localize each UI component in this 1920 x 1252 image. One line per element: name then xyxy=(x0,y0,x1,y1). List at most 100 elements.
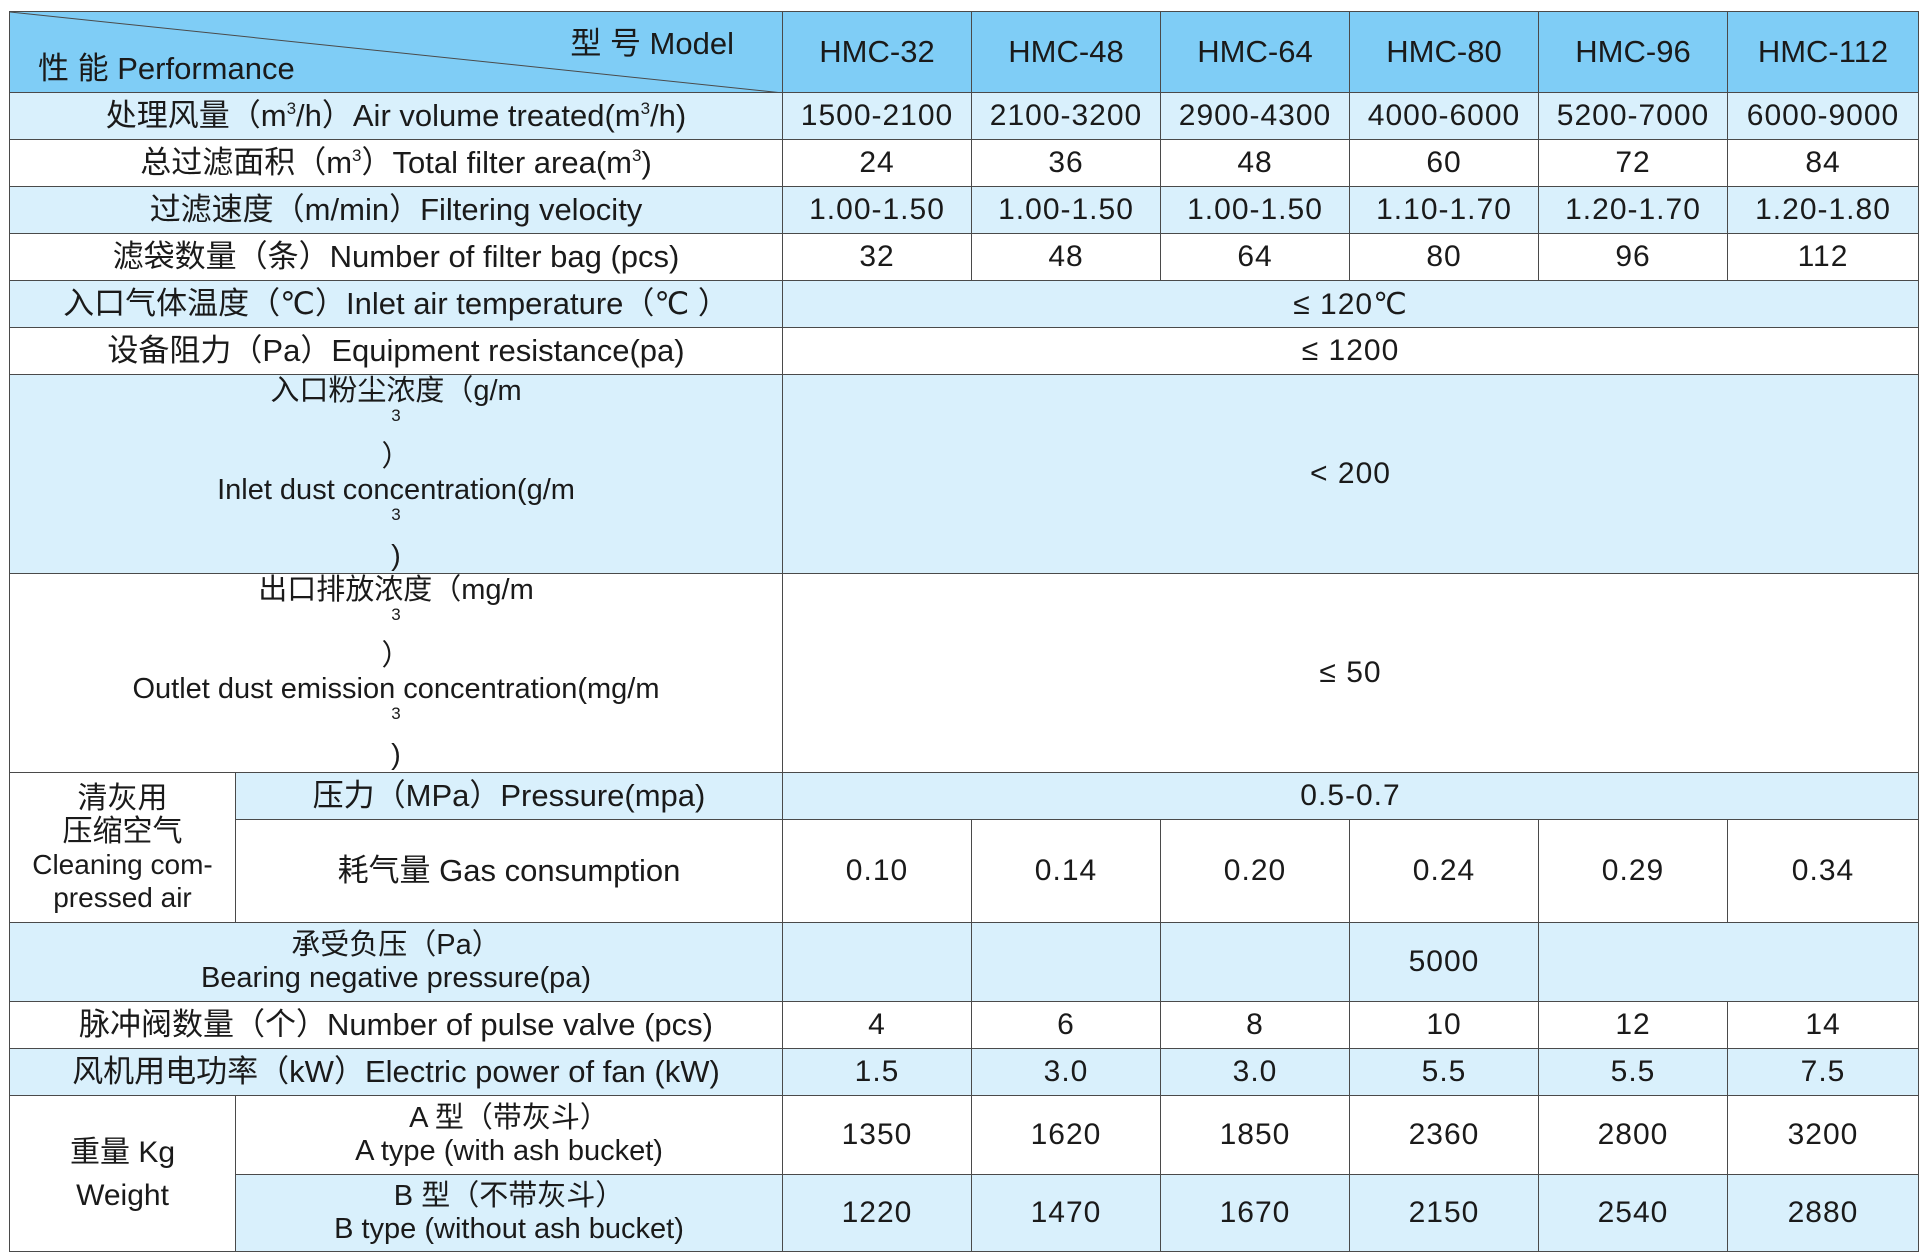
table-cell: 1.20-1.80 xyxy=(1727,186,1919,234)
row-label: 入口气体温度（℃）Inlet air temperature（℃ ） xyxy=(9,280,783,328)
row-label: 耗气量 Gas consumption xyxy=(235,819,783,923)
row-label: 风机用电功率（kW）Electric power of fan (kW) xyxy=(9,1048,783,1096)
label-cn: A 型（带灰斗） xyxy=(409,1102,609,1134)
row-inlet-temperature: 入口气体温度（℃）Inlet air temperature（℃ ） ≤ 120… xyxy=(9,280,1919,328)
table-cell: 5.5 xyxy=(1538,1048,1728,1096)
table-cell: 3.0 xyxy=(1160,1048,1350,1096)
table-cell: 60 xyxy=(1349,139,1539,187)
table-cell: 0.10 xyxy=(782,819,972,923)
table-cell: 8 xyxy=(1160,1001,1350,1049)
model-header: HMC-96 xyxy=(1538,11,1728,93)
label-cn: B 型（不带灰斗） xyxy=(393,1180,625,1212)
label-en: Bearing negative pressure(pa) xyxy=(200,962,592,994)
table-cell: 0.34 xyxy=(1727,819,1919,923)
table-cell: 1.00-1.50 xyxy=(782,186,972,234)
label-cn: 入口粉尘浓度（g/m 3） xyxy=(270,375,522,474)
row-weight-a: 重量 Kg Weight A 型（带灰斗） A type (with ash b… xyxy=(9,1095,1919,1252)
row-label: 处理风量（m3/h）Air volume treated(m3/h) xyxy=(9,92,783,140)
table-cell: 4 xyxy=(782,1001,972,1049)
table-cell: 1.00-1.50 xyxy=(1160,186,1350,234)
table-cell: 72 xyxy=(1538,139,1728,187)
table-cell: 64 xyxy=(1160,233,1350,281)
model-header: HMC-48 xyxy=(971,11,1161,93)
merged-value-cell: 0.5-0.7 xyxy=(782,772,1919,820)
row-fan-power: 风机用电功率（kW）Electric power of fan (kW) 1.5… xyxy=(9,1048,1919,1096)
row-pulse-valves: 脉冲阀数量（个）Number of pulse valve (pcs) 4 6 … xyxy=(9,1001,1919,1049)
model-header: HMC-80 xyxy=(1349,11,1539,93)
table-cell: 1850 xyxy=(1160,1095,1350,1175)
row-inlet-dust: 入口粉尘浓度（g/m 3） Inlet dust concentration(g/… xyxy=(9,374,1919,574)
performance-label: 性 能 Performance xyxy=(38,51,295,86)
header-diagonal-cell: 型 号 Model 性 能 Performance xyxy=(9,11,783,93)
table-cell: 0.29 xyxy=(1538,819,1728,923)
table-cell: 0.14 xyxy=(971,819,1161,923)
table-cell xyxy=(971,922,1161,1002)
label-cn: 承受负压（Pa） xyxy=(291,929,501,961)
spec-table: 型 号 Model 性 能 Performance HMC-32 HMC-48 … xyxy=(9,11,1919,1252)
table-cell: 1.5 xyxy=(782,1048,972,1096)
table-cell: 4000-6000 xyxy=(1349,92,1539,140)
table-cell: 1350 xyxy=(782,1095,972,1175)
row-label: A 型（带灰斗） A type (with ash bucket) xyxy=(235,1095,783,1175)
row-label: 过滤速度（m/min）Filtering velocity xyxy=(9,186,783,234)
table-cell: 36 xyxy=(971,139,1161,187)
row-negative-pressure: 承受负压（Pa） Bearing negative pressure(pa) 5… xyxy=(9,922,1919,1002)
label-cn: 出口排放浓度（mg/m 3） xyxy=(258,574,534,673)
row-cleaning-pressure: 清灰用 压缩空气 Cleaning com- pressed air 压力（MP… xyxy=(9,772,1919,923)
row-gas-consumption: 耗气量 Gas consumption 0.10 0.14 0.20 0.24 … xyxy=(9,819,1919,923)
row-label: 出口排放浓度（mg/m 3） Outlet dust emission conce… xyxy=(9,573,783,773)
table-cell xyxy=(1160,922,1350,1002)
table-cell: 48 xyxy=(1160,139,1350,187)
label-en: Inlet dust concentration(g/m 3) xyxy=(217,474,575,572)
table-cell: 1670 xyxy=(1160,1174,1350,1252)
row-filter-bags: 滤袋数量（条）Number of filter bag (pcs) 32 48 … xyxy=(9,233,1919,281)
table-cell: 6 xyxy=(971,1001,1161,1049)
row-label: 总过滤面积（m3）Total filter area(m3) xyxy=(9,139,783,187)
table-cell: 1620 xyxy=(971,1095,1161,1175)
table-cell: 84 xyxy=(1727,139,1919,187)
table-cell xyxy=(782,922,972,1002)
table-cell xyxy=(1538,922,1919,1002)
table-cell: 5200-7000 xyxy=(1538,92,1728,140)
table-cell: 1220 xyxy=(782,1174,972,1252)
table-cell: 96 xyxy=(1538,233,1728,281)
row-equipment-resistance: 设备阻力（Pa）Equipment resistance(pa) ≤ 1200 xyxy=(9,327,1919,375)
table-cell: 2900-4300 xyxy=(1160,92,1350,140)
table-cell: 2100-3200 xyxy=(971,92,1161,140)
merged-value-cell: ≤ 50 xyxy=(782,573,1919,773)
row-outlet-dust: 出口排放浓度（mg/m 3） Outlet dust emission conce… xyxy=(9,573,1919,773)
diagonal-divider xyxy=(10,12,774,92)
table-cell: 24 xyxy=(782,139,972,187)
spec-table-container: 型 号 Model 性 能 Performance HMC-32 HMC-48 … xyxy=(9,11,1919,1252)
group-label-cleaning-air: 清灰用 压缩空气 Cleaning com- pressed air xyxy=(9,772,236,923)
table-cell: 6000-9000 xyxy=(1727,92,1919,140)
row-air-volume: 处理风量（m3/h）Air volume treated(m3/h) 1500-… xyxy=(9,92,1919,140)
table-cell: 5000 xyxy=(1349,922,1539,1002)
merged-value-cell: ≤ 120℃ xyxy=(782,280,1919,328)
table-cell: 0.20 xyxy=(1160,819,1350,923)
table-cell: 1500-2100 xyxy=(782,92,972,140)
row-label: 设备阻力（Pa）Equipment resistance(pa) xyxy=(9,327,783,375)
table-cell: 1.00-1.50 xyxy=(971,186,1161,234)
row-label: B 型（不带灰斗） B type (without ash bucket) xyxy=(235,1174,783,1252)
table-cell: 1470 xyxy=(971,1174,1161,1252)
table-cell: 10 xyxy=(1349,1001,1539,1049)
row-weight-b: B 型（不带灰斗） B type (without ash bucket) 12… xyxy=(9,1174,1919,1252)
model-label: 型 号 Model xyxy=(570,26,734,61)
label-en: B type (without ash bucket) xyxy=(334,1213,684,1245)
header-row: 型 号 Model 性 能 Performance HMC-32 HMC-48 … xyxy=(9,11,1919,93)
table-cell: 12 xyxy=(1538,1001,1728,1049)
label-en: Outlet dust emission concentration(mg/m 3… xyxy=(132,673,660,771)
table-cell: 48 xyxy=(971,233,1161,281)
merged-value-cell: < 200 xyxy=(782,374,1919,574)
table-cell: 2800 xyxy=(1538,1095,1728,1175)
group-label-weight: 重量 Kg Weight xyxy=(9,1095,236,1252)
row-label: 承受负压（Pa） Bearing negative pressure(pa) xyxy=(9,922,783,1002)
table-cell: 2360 xyxy=(1349,1095,1539,1175)
table-cell: 80 xyxy=(1349,233,1539,281)
row-label: 脉冲阀数量（个）Number of pulse valve (pcs) xyxy=(9,1001,783,1049)
table-cell: 112 xyxy=(1727,233,1919,281)
table-cell: 2150 xyxy=(1349,1174,1539,1252)
model-header: HMC-32 xyxy=(782,11,972,93)
table-cell: 3.0 xyxy=(971,1048,1161,1096)
